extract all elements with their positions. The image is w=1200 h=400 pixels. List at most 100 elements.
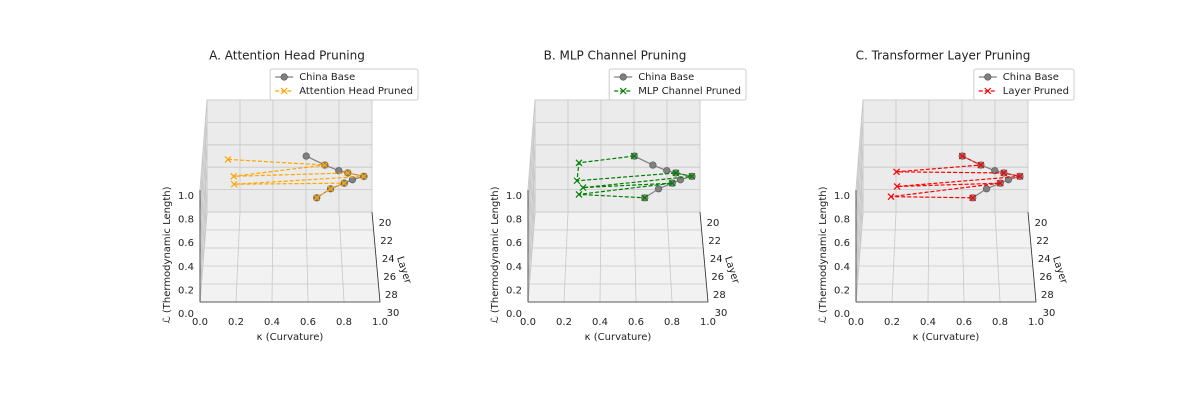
point (327, 185, 335, 193)
x-tick-label: 0.0 (520, 317, 536, 328)
grid-line (527, 211, 700, 303)
grid-line (527, 166, 700, 258)
back-pane (862, 99, 1029, 213)
x-tick-label: 0.8 (336, 317, 352, 328)
floor-pane (199, 211, 381, 303)
y-tick-label: 20 (1035, 218, 1048, 229)
legend: China Base Layer Pruned (973, 68, 1075, 101)
point (313, 194, 321, 202)
legend-marker (280, 87, 288, 95)
point (230, 172, 238, 180)
z-tick-label: 0.8 (506, 215, 522, 226)
grid-line (527, 189, 700, 280)
point (983, 185, 991, 193)
chart-title: B. MLP Channel Pruning (544, 49, 687, 63)
x-tick-label: 0.2 (884, 317, 900, 328)
point (996, 179, 1004, 187)
chart-title: A. Attention Head Pruning (209, 49, 365, 63)
point (230, 180, 238, 188)
z-tick-label: 0.2 (834, 285, 850, 296)
point (649, 161, 657, 169)
grid-line (855, 99, 1028, 191)
x-axis-label: κ (Curvature) (585, 332, 652, 343)
z-tick-label: 1.0 (178, 191, 194, 202)
y-tick-label: 30 (387, 308, 400, 319)
grid-line (199, 166, 372, 258)
grid-line (199, 122, 372, 213)
legend-label: China Base (299, 72, 355, 83)
point (575, 159, 583, 167)
x-tick-label: 0.6 (956, 317, 972, 328)
x-tick-label: 0.2 (228, 317, 244, 328)
x-tick-label: 0.4 (264, 317, 280, 328)
grid-line (527, 144, 700, 235)
z-tick-label: 0.4 (178, 262, 194, 273)
point (360, 172, 368, 180)
x-tick-label: 1.0 (1028, 317, 1044, 328)
grid-line (199, 211, 372, 303)
point (1004, 176, 1013, 184)
axis-line (1027, 211, 1037, 303)
x-axis-label: κ (Curvature) (257, 332, 324, 343)
grid-line (855, 122, 1028, 213)
y-tick-label: 22 (380, 236, 393, 247)
legend-box (608, 68, 747, 101)
legend-marker (619, 87, 627, 95)
z-tick-label: 0.8 (834, 215, 850, 226)
legend-marker (619, 73, 627, 81)
x-tick-label: 0.0 (848, 317, 864, 328)
grid-line (199, 144, 372, 235)
point (893, 168, 900, 176)
legend-label: MLP Channel Pruned (638, 86, 741, 97)
back-pane (534, 99, 701, 213)
z-tick-label: 0.6 (834, 238, 850, 249)
y-tick-label: 22 (708, 236, 721, 247)
y-tick-label: 20 (707, 218, 720, 229)
point (958, 152, 966, 160)
point (969, 194, 977, 202)
point (668, 179, 676, 187)
legend-marker (280, 73, 288, 81)
axis-line (371, 211, 381, 303)
y-tick-label: 26 (711, 272, 724, 283)
chart-title: C. Transformer Layer Pruning (856, 49, 1031, 63)
point (672, 169, 680, 177)
z-tick-label: 1.0 (506, 191, 522, 202)
point (893, 183, 901, 190)
point (573, 177, 581, 185)
point (676, 176, 685, 184)
y-tick-label: 20 (379, 218, 392, 229)
legend-box (269, 68, 419, 101)
y-axis-label: Layer (394, 255, 413, 286)
y-tick-label: 28 (1041, 290, 1054, 301)
z-tick-label: 0.0 (834, 309, 850, 320)
z-tick-label: 0.0 (506, 309, 522, 320)
y-tick-label: 24 (382, 254, 395, 265)
x-tick-label: 0.6 (300, 317, 316, 328)
z-axis-label: ℒ (Thermodynamic Length) (818, 186, 829, 323)
point (655, 185, 663, 193)
z-axis-label: ℒ (Thermodynamic Length) (162, 186, 173, 323)
x-tick-label: 0.4 (592, 317, 608, 328)
floor-pane (855, 211, 1037, 303)
legend-label: Layer Pruned (1003, 86, 1069, 97)
z-tick-label: 0.0 (178, 309, 194, 320)
x-tick-label: 0.2 (556, 317, 572, 328)
y-tick-label: 22 (1036, 236, 1049, 247)
z-tick-label: 0.6 (178, 238, 194, 249)
point (663, 167, 671, 175)
grid-line (855, 166, 1028, 258)
z-tick-label: 0.4 (506, 262, 522, 273)
y-tick-label: 24 (710, 254, 723, 265)
y-tick-label: 24 (1038, 254, 1051, 265)
legend: China Base Attention Head Pruned (269, 68, 419, 101)
floor-pane (527, 211, 709, 303)
z-tick-label: 0.2 (178, 285, 194, 296)
y-axis-label: Layer (1050, 255, 1069, 286)
subplot: 0.0 0.2 0.4 0.6 0.8 1.0 20 22 24 26 28 30 0.0 0.2 0.4 0… (490, 49, 747, 343)
z-axis-label: ℒ (Thermodynamic Length) (490, 186, 501, 323)
x-tick-label: 0.4 (920, 317, 936, 328)
x-tick-label: 1.0 (700, 317, 716, 328)
grid-line (855, 189, 1028, 280)
